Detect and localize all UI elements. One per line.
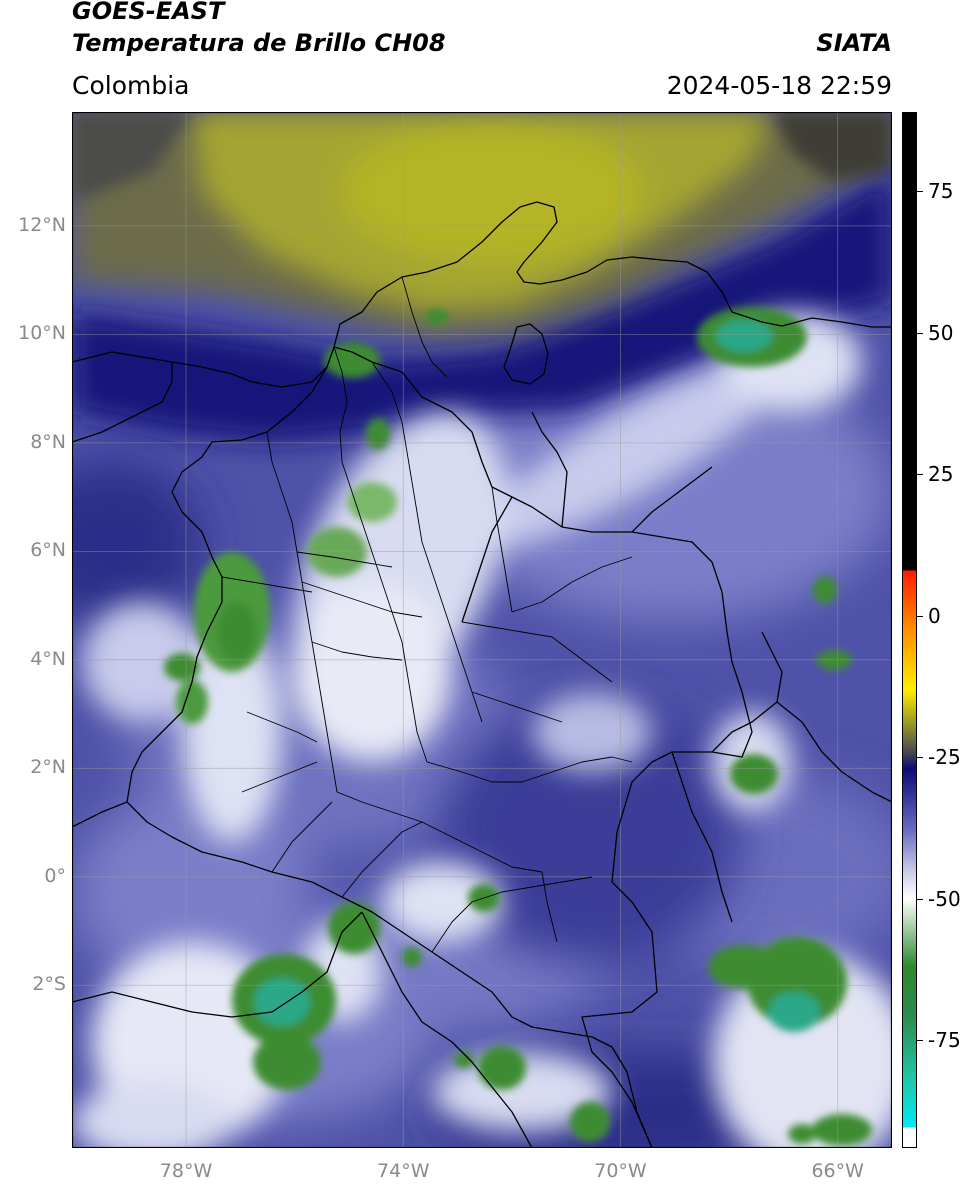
colorbar-tick	[917, 757, 923, 759]
longitude-label: 74°W	[377, 1160, 430, 1182]
colorbar-tick	[917, 898, 923, 900]
title-organization: SIATA	[816, 29, 892, 57]
colorbar-tick	[917, 474, 923, 476]
colorbar-label: 0	[928, 603, 941, 628]
colorbar	[902, 112, 917, 1148]
latitude-label: 6°N	[30, 539, 66, 562]
graticule	[72, 112, 892, 1148]
country-borders	[72, 201, 892, 1148]
latitude-label: 0°	[44, 864, 66, 887]
map-canvas	[72, 112, 892, 1148]
satellite-map[interactable]	[72, 112, 892, 1148]
colorbar-tick	[917, 332, 923, 334]
map-border	[72, 112, 892, 1148]
latitude-label: 8°N	[30, 430, 66, 453]
longitude-label: 66°W	[811, 1160, 864, 1182]
colorbar-label: 25	[928, 462, 954, 487]
latitude-label: 4°N	[30, 647, 66, 670]
title-datetime: 2024-05-18 22:59	[666, 71, 892, 100]
colorbar-label: 75	[928, 179, 954, 204]
latitude-label: 2°S	[32, 973, 66, 996]
northern-dark-band	[72, 172, 892, 442]
northeast-dark	[72, 112, 892, 202]
latitude-label: 12°N	[18, 213, 66, 236]
latitude-label: 2°N	[30, 756, 66, 779]
title-region: Colombia	[72, 71, 190, 100]
title-product: Temperatura de Brillo CH08	[72, 29, 446, 57]
northern-olive-zone	[192, 112, 772, 312]
colorbar-tick	[917, 615, 923, 617]
colorbar-tick	[917, 191, 923, 193]
longitude-label: 78°W	[159, 1160, 213, 1182]
light-cloud-streaks	[72, 312, 892, 1148]
colorbar-label: -25	[928, 745, 961, 770]
title-satellite: GOES-EAST	[72, 0, 225, 25]
department-borders	[221, 276, 633, 953]
colorbar-label: -50	[928, 886, 961, 911]
colorbar-tick	[917, 1040, 923, 1042]
colorbar-label: -75	[928, 1028, 961, 1053]
latitude-label: 10°N	[18, 322, 66, 345]
longitude-label: 70°W	[594, 1160, 647, 1182]
colorbar-label: 50	[928, 320, 954, 345]
